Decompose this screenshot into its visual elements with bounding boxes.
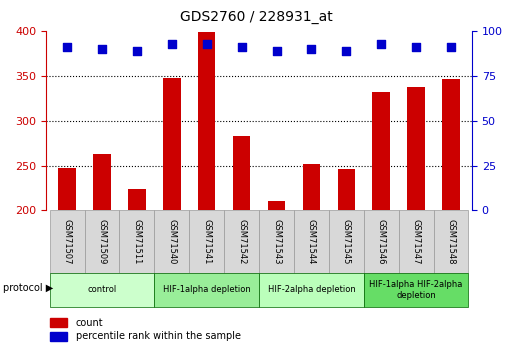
Text: HIF-2alpha depletion: HIF-2alpha depletion <box>268 285 356 294</box>
FancyBboxPatch shape <box>259 273 364 307</box>
Text: GSM71507: GSM71507 <box>63 219 72 264</box>
Bar <box>407 87 425 345</box>
Text: control: control <box>87 285 116 294</box>
Point <box>98 46 106 52</box>
Point <box>447 45 455 50</box>
Bar <box>93 154 111 345</box>
Text: GSM71548: GSM71548 <box>446 219 456 264</box>
Text: GSM71544: GSM71544 <box>307 219 316 264</box>
Point <box>412 45 420 50</box>
FancyBboxPatch shape <box>154 273 259 307</box>
Bar <box>268 200 285 345</box>
Point <box>342 48 350 53</box>
Bar <box>372 92 390 345</box>
Point <box>203 41 211 46</box>
FancyBboxPatch shape <box>50 210 85 273</box>
FancyBboxPatch shape <box>433 210 468 273</box>
FancyBboxPatch shape <box>399 210 433 273</box>
Bar <box>442 79 460 345</box>
Text: GSM71540: GSM71540 <box>167 219 176 264</box>
Text: GSM71547: GSM71547 <box>411 219 421 264</box>
FancyBboxPatch shape <box>85 210 120 273</box>
Point <box>168 41 176 46</box>
FancyBboxPatch shape <box>189 210 224 273</box>
Bar <box>163 78 181 345</box>
Bar <box>50 318 68 327</box>
Bar <box>50 332 68 341</box>
Bar <box>128 189 146 345</box>
Text: GSM71541: GSM71541 <box>202 219 211 264</box>
Text: percentile rank within the sample: percentile rank within the sample <box>76 332 241 341</box>
Text: count: count <box>76 318 104 327</box>
FancyBboxPatch shape <box>154 210 189 273</box>
FancyBboxPatch shape <box>224 210 259 273</box>
Point <box>133 48 141 53</box>
Text: GSM71511: GSM71511 <box>132 219 142 264</box>
Bar <box>303 164 320 345</box>
FancyBboxPatch shape <box>364 273 468 307</box>
FancyBboxPatch shape <box>329 210 364 273</box>
Bar <box>338 169 355 345</box>
Text: HIF-1alpha depletion: HIF-1alpha depletion <box>163 285 250 294</box>
Point <box>272 48 281 53</box>
Text: GDS2760 / 228931_at: GDS2760 / 228931_at <box>180 10 333 24</box>
Text: GSM71543: GSM71543 <box>272 219 281 264</box>
Text: GSM71542: GSM71542 <box>237 219 246 264</box>
Bar <box>58 168 76 345</box>
Point <box>238 45 246 50</box>
Text: GSM71546: GSM71546 <box>377 219 386 264</box>
Point <box>307 46 315 52</box>
FancyBboxPatch shape <box>364 210 399 273</box>
Bar <box>233 136 250 345</box>
FancyBboxPatch shape <box>120 210 154 273</box>
Bar <box>198 32 215 345</box>
Text: GSM71509: GSM71509 <box>97 219 107 264</box>
FancyBboxPatch shape <box>259 210 294 273</box>
Text: HIF-1alpha HIF-2alpha
depletion: HIF-1alpha HIF-2alpha depletion <box>369 280 463 299</box>
FancyBboxPatch shape <box>294 210 329 273</box>
Text: GSM71545: GSM71545 <box>342 219 351 264</box>
Point <box>63 45 71 50</box>
Point <box>377 41 385 46</box>
FancyBboxPatch shape <box>50 273 154 307</box>
Text: protocol ▶: protocol ▶ <box>3 283 53 293</box>
